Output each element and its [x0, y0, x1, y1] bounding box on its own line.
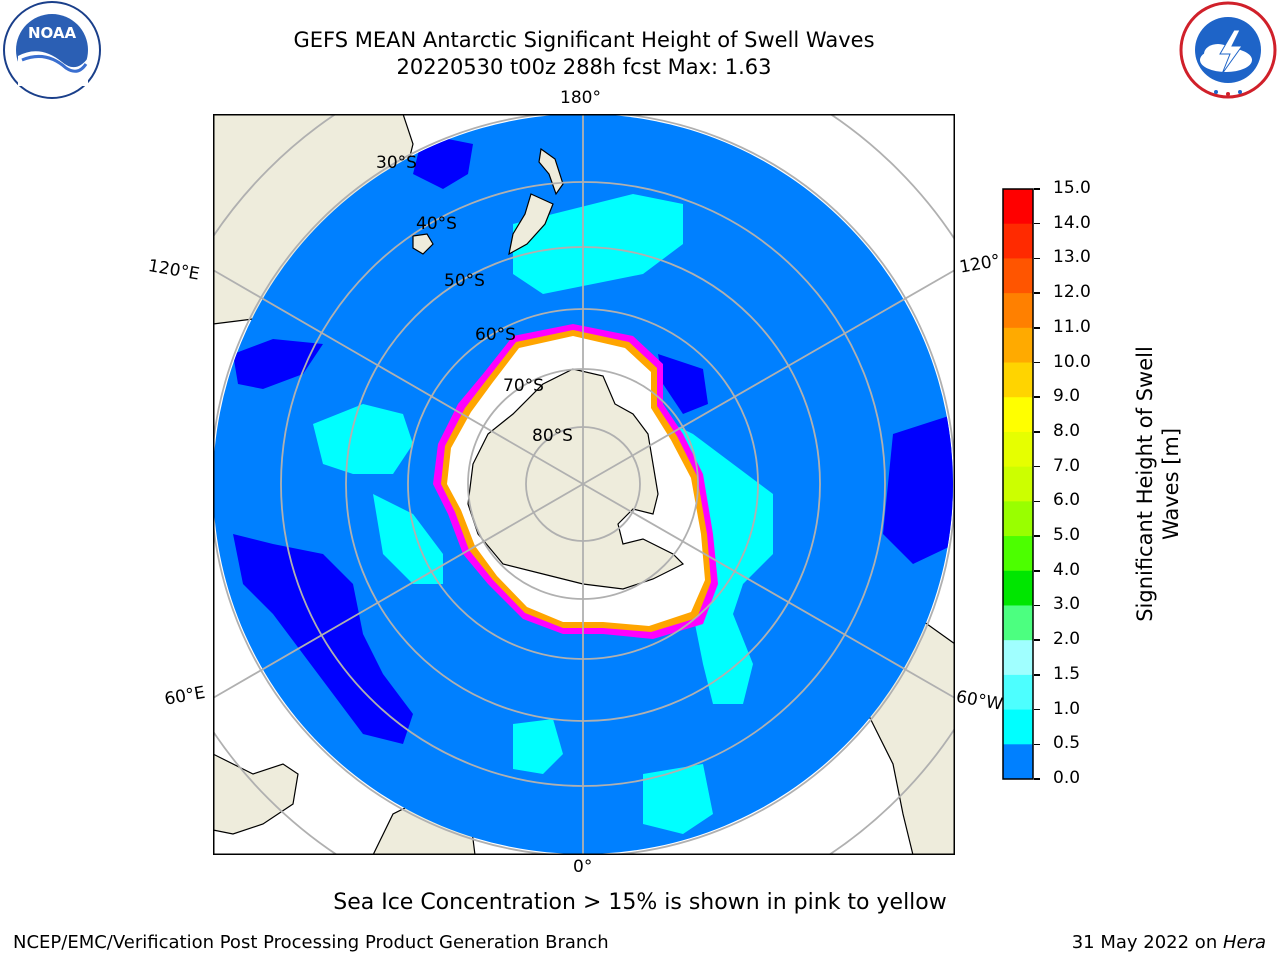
colorbar-tick-label: 7.0 [1053, 455, 1081, 476]
meridian-60e [213, 483, 584, 699]
lat-label-40s: 40°S [416, 214, 457, 234]
colorbar-tick-label: 9.0 [1053, 386, 1081, 407]
colorbar-tick-mark [1034, 188, 1040, 190]
cyan-swell-atlantic [513, 719, 563, 774]
colorbar-band [1003, 223, 1033, 259]
lat-label-50s: 50°S [444, 271, 485, 291]
colorbar-band [1003, 501, 1033, 537]
lon-label-120w: 120° [958, 250, 1002, 278]
colorbar-tick-label: 11.0 [1053, 316, 1091, 337]
colorbar-band [1003, 397, 1033, 433]
colorbar-tick-label: 8.0 [1053, 420, 1081, 441]
colorbar-tick-mark [1034, 743, 1040, 746]
colorbar-band [1003, 536, 1033, 572]
footer-right: 31 May 2022 on Hera [1072, 932, 1266, 953]
new-zealand-south [508, 193, 554, 256]
colorbar-tick-mark [1034, 465, 1040, 468]
footer-left: NCEP/EMC/Verification Post Processing Pr… [13, 932, 609, 953]
colorbar-tick-mark [1034, 327, 1040, 329]
lon-label-60e: 60°E [163, 682, 207, 710]
colorbar-tick-mark [1034, 778, 1040, 780]
lat-label-80s: 80°S [532, 426, 573, 446]
lon-label-120e: 120°E [146, 256, 201, 285]
colorbar-tick-label: 14.0 [1053, 212, 1091, 233]
colorbar-band [1003, 605, 1033, 641]
lat-label-60s: 60°S [475, 325, 516, 345]
colorbar-tick-mark [1034, 604, 1040, 607]
nws-logo [1176, 0, 1280, 100]
sea-ice-note: Sea Ice Concentration > 15% is shown in … [333, 890, 947, 915]
deep-blue-patch-east [883, 414, 953, 564]
meridian-lines [213, 114, 955, 855]
colorbar-band [1003, 709, 1033, 745]
colorbar-band [1003, 258, 1033, 294]
footer-machine: Hera [1222, 932, 1266, 953]
noaa-logo: NOAA [0, 0, 104, 100]
polar-map: 30°S 40°S 50°S 60°S 70°S 80°S [213, 114, 955, 855]
colorbar-tick-label: 1.5 [1053, 663, 1081, 684]
lon-label-0: 0° [573, 857, 593, 877]
colorbar-band [1003, 674, 1033, 711]
colorbar-tick-mark [1034, 222, 1040, 225]
colorbar-tick-mark [1034, 639, 1040, 641]
colorbar-band [1003, 431, 1033, 468]
colorbar-band [1003, 570, 1033, 606]
colorbar-tick-label: 0.5 [1053, 733, 1081, 754]
map-frame [213, 114, 955, 855]
cyan-swell-indian [313, 404, 413, 474]
tasmania-land [412, 233, 434, 255]
colorbar-tick-label: 2.0 [1053, 629, 1081, 650]
colorbar-tick-label: 10.0 [1053, 351, 1091, 372]
colorbar-band [1003, 362, 1033, 398]
colorbar-tick-label: 5.0 [1053, 525, 1081, 546]
colorbar-tick-label: 3.0 [1053, 594, 1081, 615]
madagascar-land [213, 753, 299, 835]
colorbar-label-line1: Significant Height of Swell [1133, 346, 1157, 622]
colorbar-label-line2: Waves [m] [1159, 427, 1183, 541]
lon-label-60w: 60°W [954, 687, 1005, 715]
noaa-logo-text: NOAA [28, 24, 77, 42]
meridian-60w [582, 483, 955, 699]
colorbar-tick-mark [1034, 500, 1040, 503]
colorbar-band [1003, 744, 1033, 780]
lon-label-180: 180° [560, 88, 601, 108]
colorbar-tick-label: 6.0 [1053, 490, 1081, 511]
cyan-swell-south-atlantic [643, 764, 713, 834]
colorbar-tick-mark [1034, 431, 1040, 433]
colorbar-tick-mark [1034, 570, 1040, 572]
colorbar-tick-label: 15.0 [1053, 178, 1091, 198]
colorbar-tick-label: 13.0 [1053, 247, 1091, 268]
cyan-swell-pacific [513, 194, 683, 294]
colorbar-tick-mark [1034, 535, 1040, 537]
colorbar-band [1003, 327, 1033, 364]
deep-blue-patch-ross [658, 354, 708, 414]
meridian-120e [213, 269, 584, 485]
colorbar-tick-label: 1.0 [1053, 698, 1081, 719]
meridian-120w [582, 269, 955, 485]
chart-title: GEFS MEAN Antarctic Significant Height o… [293, 28, 875, 52]
colorbar-tick-label: 0.0 [1053, 768, 1081, 788]
lat-label-30s: 30°S [376, 153, 417, 173]
colorbar-band [1003, 293, 1033, 329]
colorbar-tick-mark [1034, 361, 1040, 364]
colorbar-tick-mark [1034, 292, 1040, 294]
colorbar-band [1003, 466, 1033, 502]
colorbar-band [1003, 640, 1033, 676]
colorbar-tick-mark [1034, 257, 1040, 260]
colorbar-tick-mark [1034, 674, 1040, 676]
colorbar-tick-label: 12.0 [1053, 282, 1091, 303]
colorbar-tick-mark [1034, 708, 1040, 711]
deep-blue-patch-nw [233, 339, 323, 389]
colorbar-band [1003, 189, 1033, 225]
lat-label-70s: 70°S [503, 376, 544, 396]
colorbar-tick-mark [1034, 396, 1040, 398]
colorbar-tick-label: 4.0 [1053, 559, 1081, 580]
colorbar [1002, 188, 1034, 780]
footer-date: 31 May 2022 on [1071, 932, 1223, 953]
chart-subtitle: 20220530 t00z 288h fcst Max: 1.63 [396, 55, 772, 79]
